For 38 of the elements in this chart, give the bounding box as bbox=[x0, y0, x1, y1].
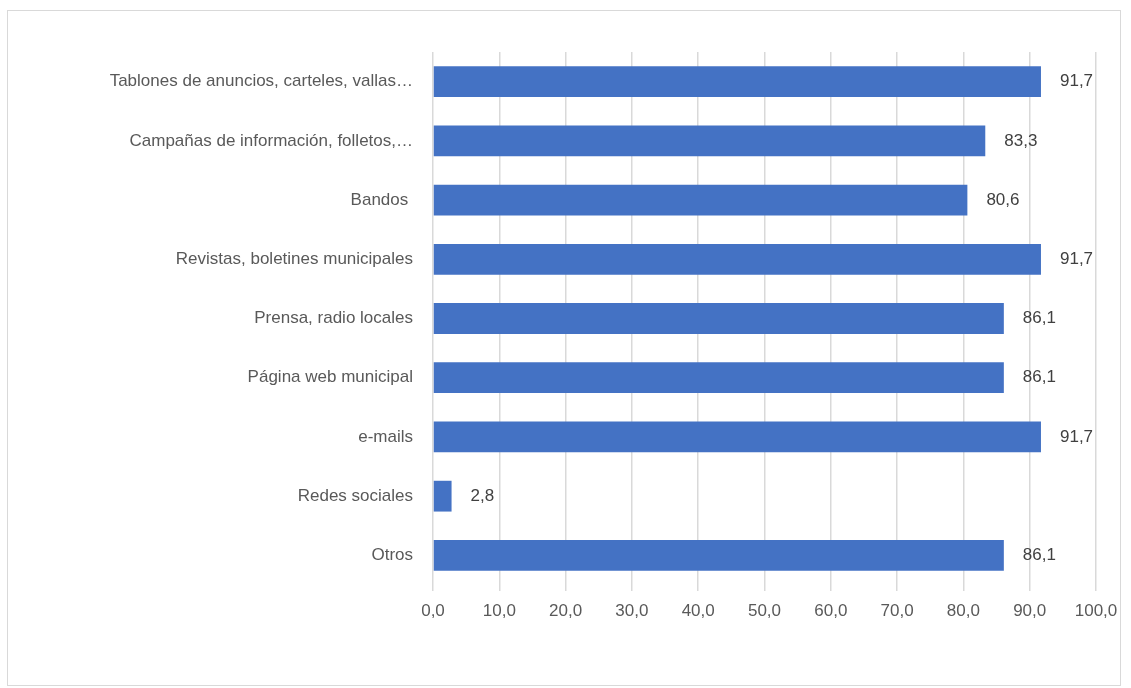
x-tick-label: 80,0 bbox=[946, 600, 980, 620]
bar bbox=[433, 66, 1041, 98]
bar bbox=[433, 303, 1004, 334]
y-tick-label: Tablones de anuncios, carteles, vallas… bbox=[109, 71, 413, 91]
bar bbox=[433, 480, 452, 512]
x-tick-label: 90,0 bbox=[1013, 600, 1047, 620]
x-tick-label: 40,0 bbox=[681, 600, 715, 620]
data-label: 80,6 bbox=[986, 189, 1020, 209]
bar bbox=[433, 421, 1041, 453]
bar bbox=[433, 243, 1041, 275]
y-tick-label: Prensa, radio locales bbox=[254, 308, 413, 328]
data-label: 86,1 bbox=[1022, 367, 1056, 387]
data-label: 91,7 bbox=[1059, 248, 1094, 268]
x-tick-label: 20,0 bbox=[549, 600, 583, 620]
x-tick-label: 100,0 bbox=[1074, 600, 1118, 620]
x-tick-label: 60,0 bbox=[814, 600, 848, 620]
data-label: 91,7 bbox=[1059, 71, 1094, 91]
x-tick-label: 30,0 bbox=[615, 600, 649, 620]
x-tick-label: 10,0 bbox=[482, 600, 516, 620]
bar bbox=[433, 184, 968, 216]
y-tick-label: e-mails bbox=[358, 426, 413, 446]
bar bbox=[433, 539, 1004, 571]
data-label: 86,1 bbox=[1022, 545, 1056, 565]
data-label: 86,1 bbox=[1022, 308, 1056, 328]
y-tick-label: Bandos bbox=[350, 189, 413, 209]
y-tick-label: Revistas, boletines municipales bbox=[175, 248, 413, 268]
data-label: 83,3 bbox=[1004, 130, 1038, 150]
y-tick-label: Redes sociales bbox=[297, 485, 413, 505]
bar bbox=[433, 362, 1004, 394]
data-label: 2,8 bbox=[470, 485, 495, 505]
y-tick-label: Campañas de información, folletos,… bbox=[129, 130, 413, 150]
x-tick-label: 0,0 bbox=[421, 600, 445, 620]
x-tick-label: 50,0 bbox=[747, 600, 782, 620]
bar bbox=[433, 125, 986, 157]
x-tick-label: 70,0 bbox=[880, 600, 914, 620]
data-label: 91,7 bbox=[1059, 426, 1094, 446]
y-tick-label: Otros bbox=[371, 545, 413, 565]
y-tick-label: Página web municipal bbox=[247, 367, 413, 387]
